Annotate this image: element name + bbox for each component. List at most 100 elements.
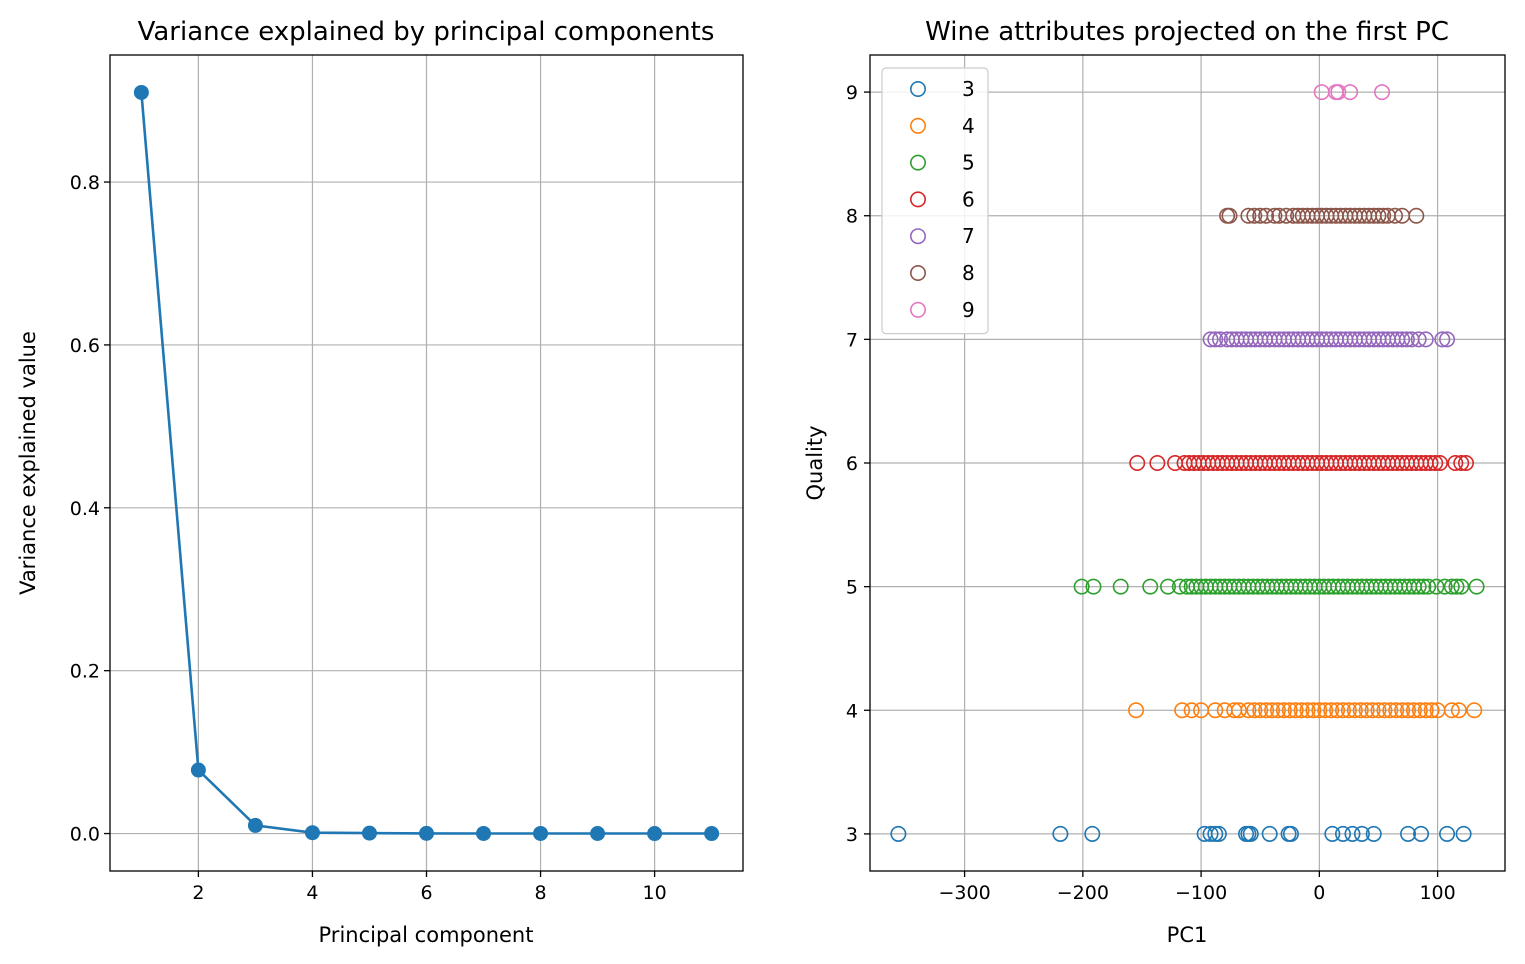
data-point xyxy=(1436,578,1453,595)
legend-marker xyxy=(909,191,926,208)
data-point xyxy=(1329,702,1346,719)
legend-label: 6 xyxy=(962,187,975,211)
data-point xyxy=(1323,702,1340,719)
data-point xyxy=(1212,331,1229,348)
data-point xyxy=(1408,207,1425,224)
data-point xyxy=(1400,825,1417,842)
data-point xyxy=(1246,207,1263,224)
legend-marker xyxy=(909,81,926,98)
x-tick-label: 100 xyxy=(1419,882,1455,904)
data-point xyxy=(1128,702,1145,719)
data-point xyxy=(1299,702,1316,719)
x-tick-label: −100 xyxy=(1175,882,1227,904)
legend-marker xyxy=(909,154,926,171)
data-point xyxy=(1317,702,1334,719)
data-point xyxy=(1346,702,1363,719)
scatter-series xyxy=(890,84,1485,842)
data-point xyxy=(1242,825,1259,842)
x-tick-label: 10 xyxy=(643,882,667,904)
x-axis-label: Principal component xyxy=(319,923,534,947)
data-point xyxy=(1149,454,1166,471)
data-point xyxy=(1448,578,1465,595)
legend: 3 4 5 6 7 8 9 xyxy=(881,67,989,335)
y-tick-label: 0.6 xyxy=(70,335,100,357)
data-point xyxy=(1405,702,1422,719)
data-point xyxy=(1340,702,1357,719)
data-point xyxy=(1439,825,1456,842)
data-point xyxy=(1266,207,1283,224)
data-point xyxy=(1207,702,1224,719)
data-point xyxy=(1364,702,1381,719)
data-point xyxy=(1376,702,1393,719)
y-tick-label: 0.8 xyxy=(70,172,100,194)
x-tick-label: 2 xyxy=(192,882,204,904)
data-point xyxy=(1269,702,1286,719)
data-point xyxy=(1447,454,1464,471)
data-point xyxy=(1240,207,1257,224)
data-point xyxy=(1453,578,1470,595)
line-series xyxy=(133,84,720,842)
data-point xyxy=(1202,825,1219,842)
series-quality-3 xyxy=(890,825,1472,842)
legend-label: 8 xyxy=(962,261,975,285)
data-point xyxy=(1417,331,1434,348)
legend-marker xyxy=(909,264,926,281)
data-point xyxy=(133,84,149,100)
data-point xyxy=(1398,331,1415,348)
legend-label: 7 xyxy=(962,224,975,248)
data-point xyxy=(1410,331,1427,348)
y-axis-label: Quality xyxy=(803,425,827,500)
y-tick-label: 0.0 xyxy=(70,824,100,846)
data-point xyxy=(647,826,663,842)
pc1-quality-chart: Wine attributes projected on the first P… xyxy=(803,17,1506,947)
data-point xyxy=(1330,84,1347,101)
x-tick-label: 0 xyxy=(1313,882,1325,904)
data-point xyxy=(1202,331,1219,348)
data-point xyxy=(1353,825,1370,842)
data-point xyxy=(1457,454,1474,471)
legend-box xyxy=(881,67,989,335)
y-tick-label: 6 xyxy=(846,453,858,475)
data-point xyxy=(1443,702,1460,719)
data-point xyxy=(247,817,263,833)
data-point xyxy=(1052,825,1069,842)
data-point xyxy=(1427,454,1444,471)
data-point xyxy=(1207,331,1224,348)
data-point xyxy=(1431,454,1448,471)
y-axis-label: Variance explained value xyxy=(16,331,40,595)
data-point xyxy=(1174,702,1191,719)
data-point xyxy=(1370,207,1387,224)
x-tick-label: 6 xyxy=(420,882,432,904)
data-point xyxy=(1352,702,1369,719)
data-point xyxy=(1159,578,1176,595)
data-point xyxy=(533,825,549,841)
data-point xyxy=(1261,825,1278,842)
grid-lines xyxy=(110,55,743,871)
data-point xyxy=(1434,331,1451,348)
data-point xyxy=(1450,702,1467,719)
data-point xyxy=(1468,578,1485,595)
legend-label: 3 xyxy=(962,77,975,101)
data-point xyxy=(704,826,720,842)
data-point xyxy=(1410,578,1427,595)
x-tick-label: −200 xyxy=(1057,882,1109,904)
data-point xyxy=(1428,578,1445,595)
x-tick-label: 8 xyxy=(535,882,547,904)
data-point xyxy=(1422,454,1439,471)
data-point xyxy=(1258,207,1275,224)
y-tick-label: 4 xyxy=(846,700,858,722)
data-point xyxy=(304,825,320,841)
data-point xyxy=(1264,702,1281,719)
data-point xyxy=(1411,702,1428,719)
data-point xyxy=(1400,702,1417,719)
variance-explained-chart: Variance explained by principal componen… xyxy=(16,17,744,947)
data-point xyxy=(1305,702,1322,719)
y-tick-label: 8 xyxy=(846,206,858,228)
data-point xyxy=(1171,578,1188,595)
legend-marker xyxy=(909,117,926,134)
x-tick-label: −300 xyxy=(939,882,991,904)
data-point xyxy=(1246,702,1263,719)
data-point xyxy=(1073,578,1090,595)
series-quality-5 xyxy=(1073,578,1485,595)
